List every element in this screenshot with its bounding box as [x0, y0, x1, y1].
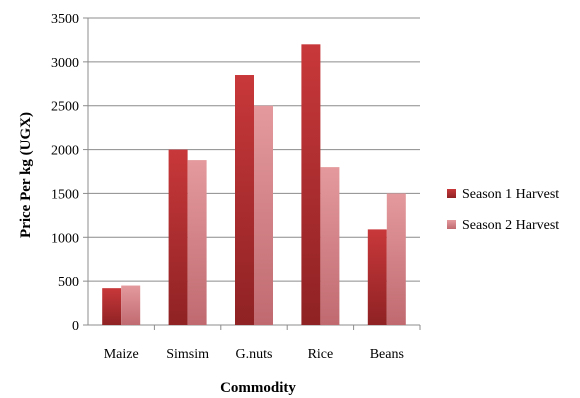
- x-tick-label: Beans: [370, 347, 404, 362]
- x-tick-label: Maize: [104, 347, 139, 362]
- legend-swatch: [447, 220, 456, 229]
- y-tick-label: 500: [58, 275, 79, 290]
- legend: Season 1 Harvest Season 2 Harvest: [447, 187, 559, 233]
- bar-season-2-harvest-beans: [386, 193, 406, 325]
- tick-labels: 0 500 1000 1500 2000 2500 3000 3500 Maize Simsim G…: [51, 12, 404, 362]
- bar-season-1-harvest-simsim: [168, 149, 188, 325]
- y-tick-label: 1000: [51, 231, 79, 246]
- legend-label: Season 2 Harvest: [462, 218, 559, 233]
- x-axis-title: Commodity: [220, 380, 296, 396]
- y-tick-label: 2000: [51, 144, 79, 159]
- bars: [102, 44, 406, 326]
- bar-season-1-harvest-maize: [102, 288, 122, 325]
- y-tick-label: 2500: [51, 100, 79, 115]
- bar-season-2-harvest-maize: [121, 285, 141, 325]
- x-tick-label: Rice: [308, 347, 334, 362]
- bar-season-1-harvest-rice: [301, 44, 321, 326]
- bar-season-2-harvest-rice: [320, 167, 340, 325]
- x-tick-label: Simsim: [166, 347, 209, 362]
- y-tick-label: 1500: [51, 187, 79, 202]
- bar-season-1-harvest-gnuts: [235, 75, 254, 325]
- bar-season-1-harvest-beans: [367, 229, 387, 325]
- y-tick-label: 3500: [51, 12, 79, 27]
- y-tick-label: 3000: [51, 56, 79, 71]
- y-axis-title: Price Per kg (UGX): [18, 112, 34, 238]
- x-tick-label: G.nuts: [236, 347, 273, 362]
- bar-season-2-harvest-gnuts: [254, 105, 273, 325]
- bar-season-2-harvest-simsim: [187, 160, 207, 325]
- legend-label: Season 1 Harvest: [462, 187, 559, 202]
- y-tick-label: 0: [72, 319, 79, 334]
- legend-swatch: [447, 189, 456, 198]
